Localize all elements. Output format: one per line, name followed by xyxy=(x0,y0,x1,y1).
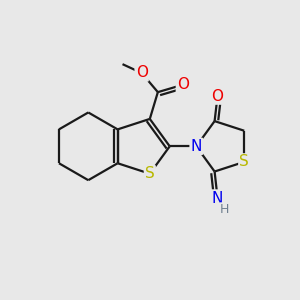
Text: N: N xyxy=(212,190,223,206)
Text: H: H xyxy=(220,203,230,216)
Text: S: S xyxy=(239,154,249,169)
Text: O: O xyxy=(177,77,189,92)
Text: O: O xyxy=(136,65,148,80)
Text: O: O xyxy=(212,88,224,104)
Text: N: N xyxy=(190,139,202,154)
Text: S: S xyxy=(145,166,155,181)
